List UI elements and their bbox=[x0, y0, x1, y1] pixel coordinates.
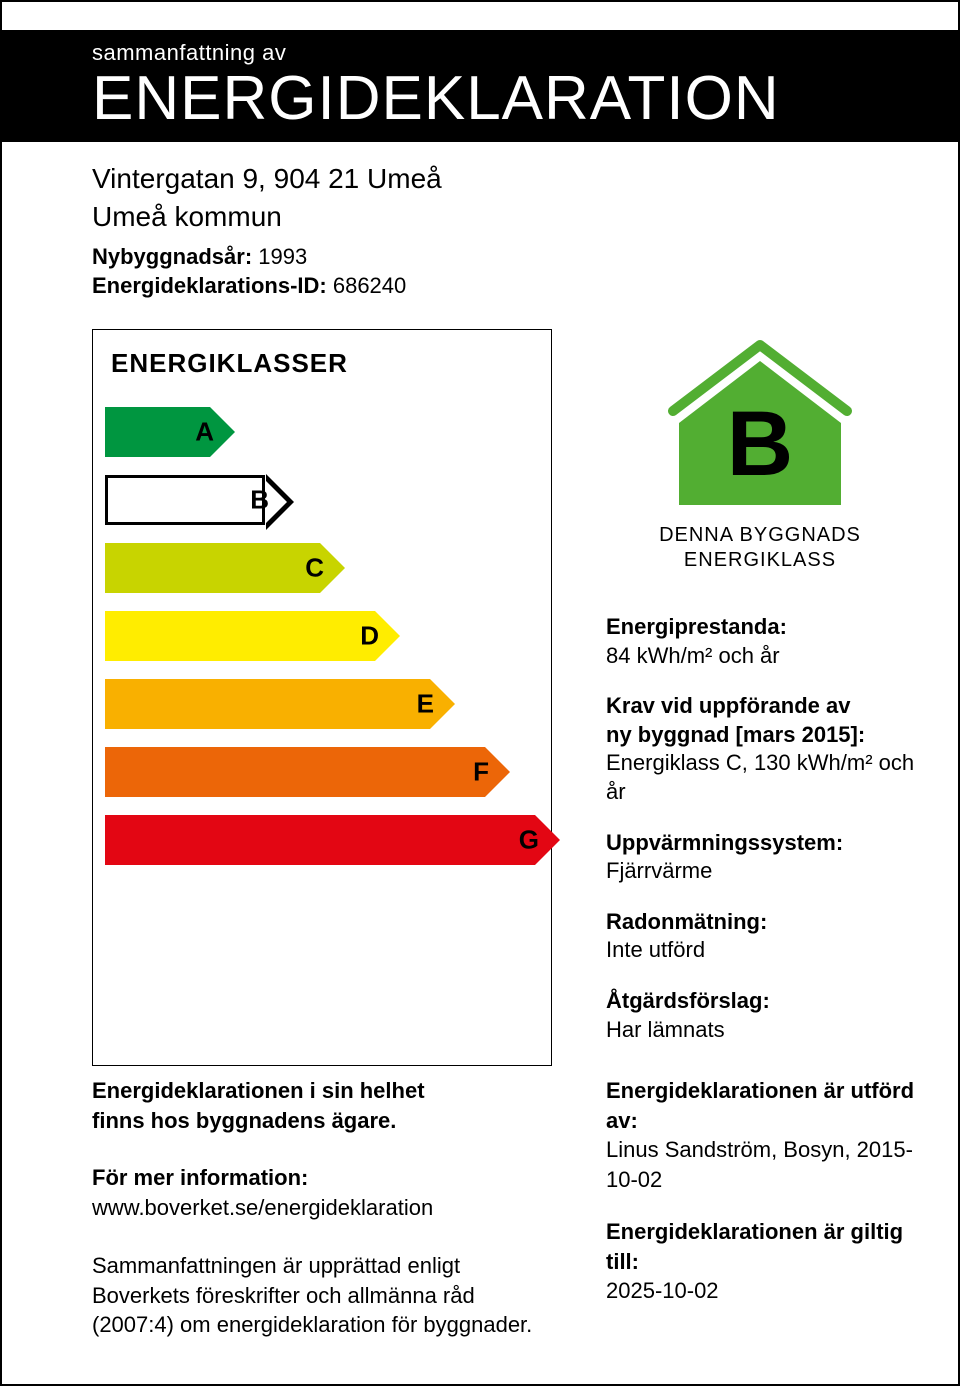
full-note-line2: finns hos byggnadens ägare. bbox=[92, 1106, 552, 1136]
performed-by: Energideklarationen är utförd av: Linus … bbox=[606, 1076, 918, 1195]
energy-arrow-g: G bbox=[105, 815, 535, 865]
full-declaration-note: Energideklarationen i sin helhet finns h… bbox=[92, 1076, 552, 1135]
more-info-url: www.boverket.se/energideklaration bbox=[92, 1193, 552, 1223]
valid-until-label: Energideklarationen är giltig till: bbox=[606, 1217, 918, 1276]
facts-block: Energiprestanda: 84 kWh/m² och år Krav v… bbox=[592, 573, 918, 1044]
fact-heating: Uppvärmningssystem: Fjärrvärme bbox=[606, 829, 918, 886]
footnote-line1: Sammanfattningen är upprättad enligt bbox=[92, 1251, 552, 1281]
energy-arrow-b-selected: B bbox=[105, 475, 265, 525]
footnote-line2: Boverkets föreskrifter och allmänna råd bbox=[92, 1281, 552, 1311]
energy-arrow-label: E bbox=[417, 688, 434, 719]
energy-arrow-d: D bbox=[105, 611, 375, 661]
energy-arrow-label: C bbox=[305, 552, 324, 583]
house-caption-line1: DENNA BYGGNADS bbox=[602, 523, 918, 548]
energy-declaration-page: sammanfattning av ENERGIDEKLARATION Vint… bbox=[0, 0, 960, 1386]
meta-block: Nybyggnadsår: 1993 Energideklarations-ID… bbox=[2, 236, 958, 301]
energy-arrow-a: A bbox=[105, 407, 210, 457]
footnote: Sammanfattningen är upprättad enligt Bov… bbox=[92, 1251, 552, 1340]
energy-arrow-label: G bbox=[519, 824, 539, 855]
meta-id: Energideklarations-ID: 686240 bbox=[92, 271, 958, 301]
performed-by-value: Linus Sandström, Bosyn, 2015-10-02 bbox=[606, 1135, 918, 1194]
meta-id-label: Energideklarations-ID: bbox=[92, 273, 327, 298]
more-info: För mer information: www.boverket.se/ene… bbox=[92, 1163, 552, 1222]
fact-radon-label: Radonmätning: bbox=[606, 908, 918, 937]
fact-performance-value: 84 kWh/m² och år bbox=[606, 642, 918, 671]
energy-classes-panel: ENERGIKLASSER ABCDEFG bbox=[92, 329, 552, 1066]
address-line-2: Umeå kommun bbox=[92, 198, 958, 236]
meta-year-label: Nybyggnadsår: bbox=[92, 244, 252, 269]
fact-heating-value: Fjärrvärme bbox=[606, 857, 918, 886]
address-block: Vintergatan 9, 904 21 Umeå Umeå kommun bbox=[2, 142, 958, 236]
performed-by-label: Energideklarationen är utförd av: bbox=[606, 1076, 918, 1135]
bottom-right: Energideklarationen är utförd av: Linus … bbox=[592, 1076, 918, 1340]
header-subtitle: sammanfattning av bbox=[92, 40, 958, 66]
energy-arrow-label: A bbox=[195, 416, 214, 447]
bottom-left: Energideklarationen i sin helhet finns h… bbox=[92, 1076, 552, 1340]
house-rating-block: B DENNA BYGGNADS ENERGIKLASS bbox=[592, 329, 918, 573]
meta-id-value: 686240 bbox=[333, 273, 406, 298]
header-band: sammanfattning av ENERGIDEKLARATION bbox=[2, 30, 958, 142]
house-caption-line2: ENERGIKLASS bbox=[602, 548, 918, 573]
energy-arrow-label: D bbox=[360, 620, 379, 651]
fact-performance: Energiprestanda: 84 kWh/m² och år bbox=[606, 613, 918, 670]
meta-year-value: 1993 bbox=[258, 244, 307, 269]
energy-arrow-e: E bbox=[105, 679, 430, 729]
energy-class-arrows: ABCDEFG bbox=[105, 407, 539, 883]
fact-radon-value: Inte utförd bbox=[606, 936, 918, 965]
fact-actions-value: Har lämnats bbox=[606, 1016, 918, 1045]
energy-arrow-f: F bbox=[105, 747, 485, 797]
fact-newbuild-value: Energiklass C, 130 kWh/m² och år bbox=[606, 749, 918, 806]
fact-actions: Åtgärdsförslag: Har lämnats bbox=[606, 987, 918, 1044]
meta-year: Nybyggnadsår: 1993 bbox=[92, 242, 958, 272]
right-column: B DENNA BYGGNADS ENERGIKLASS Energiprest… bbox=[592, 329, 918, 1066]
fact-newbuild-label1: Krav vid uppförande av bbox=[606, 692, 918, 721]
house-caption: DENNA BYGGNADS ENERGIKLASS bbox=[602, 523, 918, 573]
house-icon: B bbox=[655, 333, 865, 513]
bottom-row: Energideklarationen i sin helhet finns h… bbox=[2, 1066, 958, 1384]
fact-performance-label: Energiprestanda: bbox=[606, 613, 918, 642]
fact-newbuild: Krav vid uppförande av ny byggnad [mars … bbox=[606, 692, 918, 806]
fact-actions-label: Åtgärdsförslag: bbox=[606, 987, 918, 1016]
fact-newbuild-label2: ny byggnad [mars 2015]: bbox=[606, 721, 918, 750]
full-note-line1: Energideklarationen i sin helhet bbox=[92, 1076, 552, 1106]
valid-until-value: 2025-10-02 bbox=[606, 1276, 918, 1306]
energy-arrow-label: F bbox=[473, 756, 489, 787]
energy-arrow-label: B bbox=[250, 484, 269, 515]
energy-classes-title: ENERGIKLASSER bbox=[105, 348, 539, 379]
energy-arrow-c: C bbox=[105, 543, 320, 593]
more-info-label: För mer information: bbox=[92, 1163, 552, 1193]
fact-heating-label: Uppvärmningssystem: bbox=[606, 829, 918, 858]
content-row: ENERGIKLASSER ABCDEFG B DENNA BYGGNADS E… bbox=[2, 301, 958, 1066]
footnote-line3: (2007:4) om energideklaration för byggna… bbox=[92, 1310, 552, 1340]
address-line-1: Vintergatan 9, 904 21 Umeå bbox=[92, 160, 958, 198]
header-title: ENERGIDEKLARATION bbox=[92, 68, 958, 130]
house-letter: B bbox=[727, 393, 793, 495]
fact-radon: Radonmätning: Inte utförd bbox=[606, 908, 918, 965]
valid-until: Energideklarationen är giltig till: 2025… bbox=[606, 1217, 918, 1306]
